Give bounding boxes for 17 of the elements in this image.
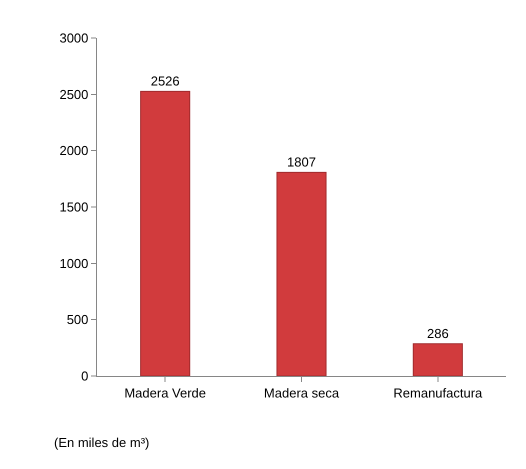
y-tick-label: 1000	[59, 256, 88, 271]
y-tick-label: 500	[66, 312, 88, 328]
data-label: 1807	[287, 154, 316, 170]
y-tick-label: 0	[81, 368, 88, 384]
text: (En miles de m³)	[54, 435, 150, 450]
data-label: 286	[426, 326, 449, 341]
x-tick-label: Remanufactura	[393, 386, 484, 401]
bar	[412, 343, 463, 376]
data-label: 2526	[150, 73, 180, 88]
bar	[276, 172, 327, 376]
y-tick-label: 1500	[59, 200, 88, 215]
bar	[140, 90, 190, 376]
y-tick-label: 2000	[59, 143, 88, 158]
y-tick-label: 2500	[59, 86, 88, 102]
x-tick-label: Madera Verde	[124, 386, 206, 401]
y-tick-label: 3000	[59, 30, 88, 46]
x-tick-label: Madera seca	[264, 386, 340, 401]
